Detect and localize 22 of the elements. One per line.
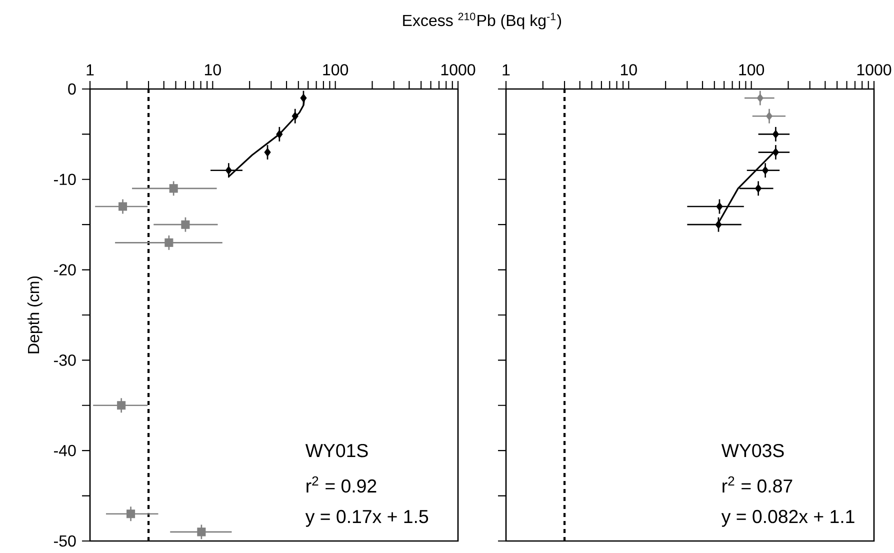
x-tick-label: 100: [739, 64, 764, 76]
annotation: WY03S: [721, 444, 784, 458]
x-tick-label: 1: [86, 64, 94, 76]
y-tick-label: 0: [68, 83, 76, 95]
annotation: r$^{2}$ = 0.92: [306, 476, 376, 493]
x-tick-label: 1: [502, 64, 510, 76]
annotation: y = 0.17x + 1.5: [305, 510, 428, 527]
x-tick-label: 10: [620, 64, 637, 76]
x-tick-label: 1000: [857, 64, 892, 76]
annotation: WY01S: [305, 444, 368, 458]
y-tick-label: -40: [54, 444, 76, 456]
x-tick-label: 1000: [441, 64, 476, 76]
x-tick-label: 100: [323, 64, 348, 76]
y-tick-label: -30: [54, 354, 76, 366]
y-tick-label: -10: [54, 174, 76, 186]
y-tick-label: -20: [54, 264, 76, 276]
y-tick-label: -50: [54, 535, 76, 547]
annotation: r$^{2}$ = 0.87: [722, 476, 792, 493]
x-tick-label: 10: [204, 64, 221, 76]
annotation: y = 0.082x + 1.1: [721, 510, 854, 527]
chart-title: Excess $^{210}$Pb (Bq kg$^{-1}$): [403, 12, 562, 30]
y-axis-title: Depth (cm): [27, 276, 42, 354]
